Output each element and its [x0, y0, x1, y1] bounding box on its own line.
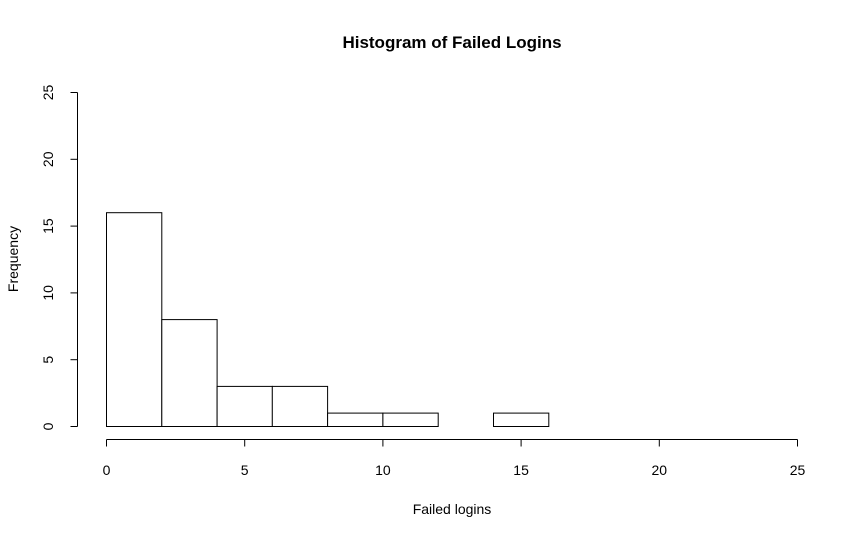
y-tick-label: 15	[40, 218, 56, 234]
histogram-bar	[327, 412, 384, 428]
histogram-bar	[216, 385, 273, 427]
histogram-bar	[271, 385, 329, 427]
histogram-bar	[161, 319, 218, 428]
y-tick-label: 0	[40, 422, 56, 430]
y-tick-label: 10	[40, 285, 56, 301]
bars-group	[106, 212, 550, 428]
histogram-bar	[382, 412, 439, 428]
y-axis: 0 5 10 15 20 25	[40, 85, 78, 430]
x-tick-label: 0	[103, 462, 111, 478]
x-axis-label: Failed logins	[413, 501, 492, 517]
y-tick-label: 25	[40, 85, 56, 101]
y-axis-label: Frequency	[5, 226, 21, 292]
y-tick-label: 5	[40, 356, 56, 364]
x-tick-label: 25	[790, 462, 806, 478]
y-tick-label: 20	[40, 151, 56, 167]
x-tick-label: 20	[652, 462, 668, 478]
x-axis: 0 5 10 15 20 25	[103, 439, 806, 478]
x-tick-label: 15	[513, 462, 529, 478]
histogram-bar	[106, 212, 163, 427]
x-tick-label: 10	[375, 462, 391, 478]
chart-title: Histogram of Failed Logins	[342, 33, 561, 52]
histogram-bar	[493, 412, 550, 428]
x-tick-label: 5	[241, 462, 249, 478]
